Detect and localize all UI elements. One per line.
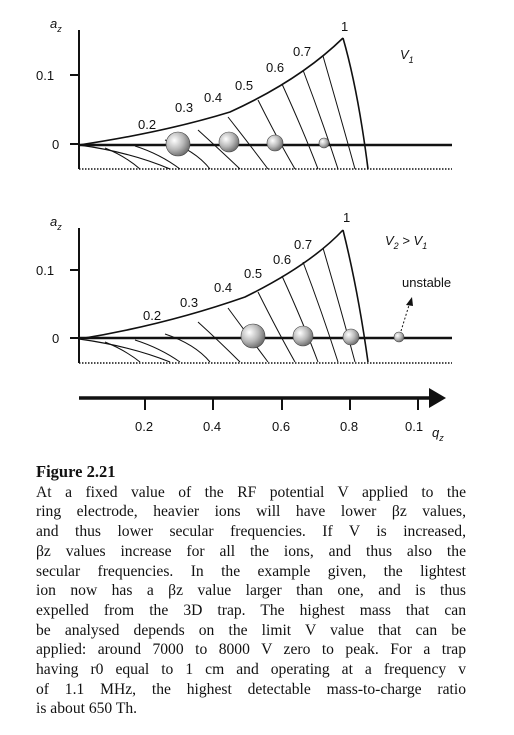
- top-curve-labels: 0.2 0.3 0.4 0.5 0.6 0.7 1: [138, 19, 348, 132]
- bottom-iso-beta-lines: [104, 247, 356, 363]
- svg-text:0.7: 0.7: [294, 237, 312, 252]
- svg-text:0.3: 0.3: [175, 100, 193, 115]
- qz-axis: 0.2 0.4 0.6 0.8 0.1 qz: [79, 388, 446, 443]
- caption-line: having r0 equal to 1 cm and operating at…: [36, 661, 466, 679]
- top-panel: az 0.1 0 0.2 0.3 0.4: [36, 16, 452, 170]
- top-lower-boundary: [78, 144, 171, 170]
- top-ion-medium: [218, 131, 240, 153]
- bottom-tick-label-01: 0.1: [36, 263, 54, 278]
- bottom-right-boundary: [342, 229, 369, 363]
- caption-line: ring electrode, heavier ions will have l…: [36, 503, 466, 521]
- svg-text:0.4: 0.4: [214, 280, 232, 295]
- bottom-ion-lightest: [393, 331, 405, 343]
- svg-text:0.2: 0.2: [143, 308, 161, 323]
- qz-axis-arrowhead: [429, 388, 446, 408]
- top-tick-label-01: 0.1: [36, 68, 54, 83]
- stability-diagram-figure: az 0.1 0 0.2 0.3 0.4: [36, 16, 452, 443]
- top-ions: [165, 131, 330, 157]
- top-ion-heavy: [165, 131, 191, 157]
- qz-tick-label-10: 0.1: [405, 419, 423, 434]
- svg-text:0.2: 0.2: [138, 117, 156, 132]
- top-right-boundary: [342, 37, 369, 170]
- bottom-upper-boundary: [78, 229, 344, 340]
- bottom-curve-labels: 0.2 0.3 0.4 0.5 0.6 0.7 1: [143, 210, 350, 323]
- svg-text:0.4: 0.4: [204, 90, 222, 105]
- qz-tick-label-04: 0.4: [203, 419, 221, 434]
- caption-line: ion now has a βz value larger than one, …: [36, 582, 466, 600]
- caption-line: and thus lower secular frequencies. If V…: [36, 523, 466, 541]
- caption-line: is about 650 Th.: [36, 700, 138, 718]
- caption-line: of 1.1 MHz, the highest detectable mass-…: [36, 680, 466, 698]
- bottom-ion-medium: [292, 325, 314, 347]
- bottom-lower-boundary: [78, 338, 171, 363]
- qz-axis-label: qz: [432, 425, 444, 443]
- caption-line: applied: around 7000 to 8000 V zero to p…: [36, 641, 466, 659]
- top-ion-light: [266, 134, 284, 152]
- bottom-tick-label-0: 0: [52, 331, 59, 346]
- bottom-panel: az 0.1 0 unstable: [36, 210, 452, 364]
- caption-line: expelled from the 3D trap. The highest m…: [36, 601, 466, 619]
- caption-line: At a fixed value of the RF potential V a…: [36, 483, 466, 501]
- top-tick-label-0: 0: [52, 137, 59, 152]
- caption-line: βz values increase for all the ions, and…: [36, 542, 466, 560]
- caption-title: Figure 2.21: [36, 462, 116, 481]
- bottom-az-label: az: [50, 214, 62, 232]
- qz-tick-label-02: 0.2: [135, 419, 153, 434]
- bottom-ion-heavy: [240, 323, 266, 349]
- qz-tick-label-06: 0.6: [272, 419, 290, 434]
- caption-line: secular frequencies. In the example give…: [36, 562, 466, 580]
- svg-text:0.5: 0.5: [235, 78, 253, 93]
- top-az-label: az: [50, 16, 62, 34]
- svg-text:0.6: 0.6: [266, 60, 284, 75]
- bottom-ions: [240, 323, 405, 349]
- bottom-voltage-label: V2 > V1: [385, 233, 427, 251]
- bottom-ion-light: [342, 328, 360, 346]
- svg-text:0.3: 0.3: [180, 295, 198, 310]
- top-ion-lightest: [318, 137, 330, 149]
- qz-tick-label-08: 0.8: [340, 419, 358, 434]
- svg-text:1: 1: [341, 19, 348, 34]
- svg-text:0.6: 0.6: [273, 252, 291, 267]
- top-voltage-label: V1: [400, 47, 414, 65]
- svg-text:0.5: 0.5: [244, 266, 262, 281]
- figure-caption: Figure 2.21 At a fixed value of the RF p…: [36, 462, 466, 719]
- unstable-label: unstable: [402, 275, 451, 290]
- unstable-arrow: [400, 297, 413, 332]
- svg-text:1: 1: [343, 210, 350, 225]
- caption-line: be analysed depends on the limit V value…: [36, 621, 466, 639]
- svg-text:0.7: 0.7: [293, 44, 311, 59]
- top-upper-boundary: [78, 37, 344, 146]
